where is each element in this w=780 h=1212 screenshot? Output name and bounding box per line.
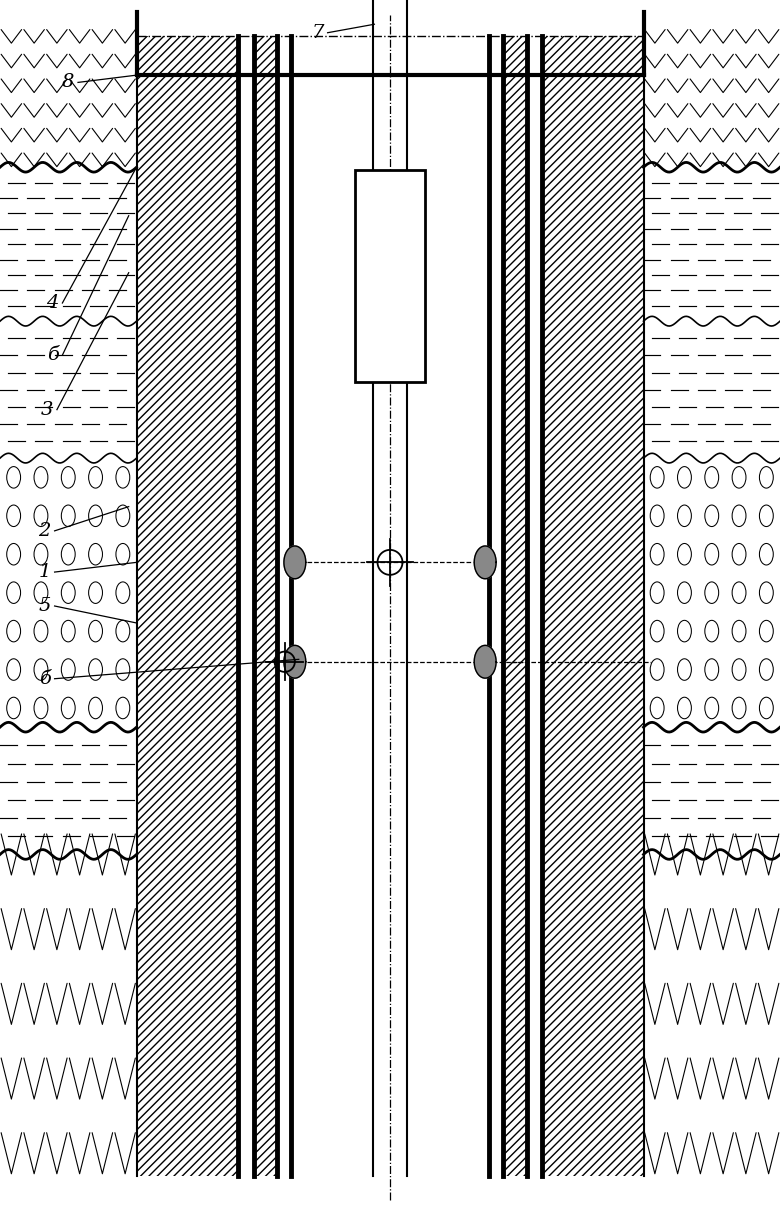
Polygon shape [284,645,306,679]
Text: 8: 8 [62,74,74,91]
Polygon shape [474,545,496,579]
Text: 3: 3 [41,401,53,418]
Polygon shape [474,645,496,679]
Text: 4: 4 [46,295,58,311]
Text: 5: 5 [38,598,51,614]
Bar [254,36,277,1176]
Text: б: б [39,670,51,687]
Text: 1: 1 [38,564,51,581]
Text: 7: 7 [311,24,324,41]
Bar [291,36,489,1176]
Bar [503,36,526,1176]
Bar [0,36,136,1176]
Bar [644,36,780,1176]
Bar [136,36,238,1176]
Text: б: б [47,347,58,364]
Polygon shape [284,545,306,579]
Bar [355,170,425,382]
Text: 2: 2 [38,522,51,539]
Bar [542,36,643,1176]
